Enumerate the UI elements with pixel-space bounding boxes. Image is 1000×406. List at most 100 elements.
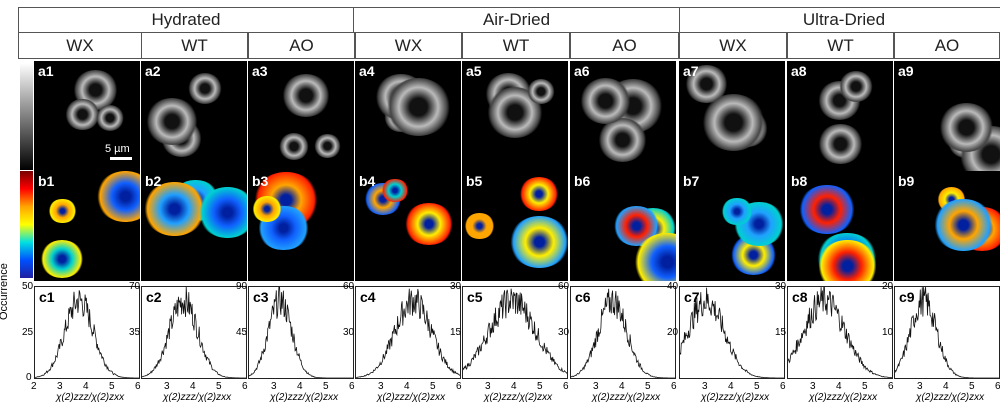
shg-image-panel: a8 [787,61,893,171]
cell-blob [579,77,631,124]
cell-map [463,213,495,240]
y-tick-label: 60 [343,281,355,292]
column-header-ao: AO [570,32,679,59]
x-axis-label: χ(2)zzz/χ(2)zxx [484,392,553,403]
column-header-wt: WT [141,32,248,59]
histogram-svg [142,286,246,379]
histogram-svg [34,290,139,379]
x-tick-label: 4 [297,381,303,392]
shg-image-panel: a1 [34,61,140,171]
ratio-map-panel: b1 [34,171,140,281]
cell-blob [188,72,223,104]
cell-map [252,195,283,222]
histogram-panel: c4 [355,286,461,379]
panel-label: a9 [898,63,914,79]
panel-label: a8 [791,63,807,79]
histogram-svg [462,288,568,374]
histogram-panel: c5 [462,286,568,379]
cell-map [797,185,856,234]
x-tick-label: 5 [862,381,868,392]
column-header-ao: AO [894,32,1000,59]
cell-blob [938,102,994,152]
x-tick-label: 2 [31,381,37,392]
y-tick-label: 50 [22,281,34,292]
color-colorbar [20,171,33,278]
x-axis-label: χ(2)zzz/χ(2)zxx [163,392,232,403]
cell-blob [598,117,648,163]
panel-label: b5 [466,173,483,189]
panel-label: c6 [575,289,591,305]
panel-label: b4 [359,173,376,189]
panel-label: b3 [252,173,269,189]
x-tick-label: 4 [83,381,89,392]
y-tick-label: 20 [882,281,894,292]
panel-label: c4 [360,289,376,305]
histogram-panel: c9 [894,286,1000,379]
y-tick-label: 15 [775,327,787,338]
panel-label: c9 [899,289,915,305]
histogram-series [142,286,246,379]
histogram-panel: c8 [787,286,893,379]
x-tick-label: 3 [917,381,923,392]
x-tick-label: 5 [645,381,651,392]
x-axis-label: χ(2)zzz/χ(2)zxx [809,392,878,403]
cell-map [932,198,995,251]
x-axis-label: χ(2)zzz/χ(2)zxx [701,392,770,403]
panel-label: a4 [359,63,375,79]
x-tick-label: 3 [164,381,170,392]
cell-map [197,187,247,238]
panel-label: b8 [791,173,808,189]
grayscale-colorbar [20,63,33,170]
cell-blob [282,74,330,117]
y-tick-label: 25 [22,327,34,338]
x-tick-label: 6 [242,381,248,392]
x-tick-label: 3 [593,381,599,392]
x-tick-label: 4 [404,381,410,392]
cell-blob [313,133,341,159]
histogram-panel: c2 [141,286,247,379]
histogram-series [679,287,784,379]
column-header-wx: WX [18,32,142,59]
scale-bar [110,157,132,160]
panel-label: a7 [683,63,699,79]
ratio-map-panel: b4 [355,171,461,281]
x-tick-label: 3 [485,381,491,392]
histogram-panel: c1 [34,286,140,379]
x-tick-label: 5 [323,381,329,392]
x-axis-label: χ(2)zzz/χ(2)zxx [592,392,661,403]
y-tick-label: 20 [667,327,679,338]
histogram-series [462,288,568,374]
y-tick-label: 70 [129,281,141,292]
histogram-svg [787,286,892,378]
cell-map [404,202,454,245]
cell-map [39,240,84,278]
y-tick-label: 40 [667,281,679,292]
panel-label: b6 [574,173,591,189]
panel-label: b7 [683,173,700,189]
panel-label: a5 [466,63,482,79]
cell-map [142,181,207,236]
cell-blob [95,105,124,131]
histogram-svg [570,288,675,379]
ratio-map-panel: b9 [894,171,1000,281]
panel-label: a2 [145,63,161,79]
y-tick-label: 30 [775,281,787,292]
ratio-map-panel: b7 [679,171,785,281]
column-header-wx: WX [679,32,787,59]
cell-blob [839,70,874,102]
histogram-panel: c6 [570,286,676,379]
group-header-hydrated: Hydrated [18,7,354,33]
cell-blob [817,123,863,165]
histogram-svg [679,287,784,379]
column-header-wx: WX [355,32,462,59]
column-header-ao: AO [248,32,355,59]
column-header-wt: WT [462,32,570,59]
cell-blob [279,132,309,160]
x-tick-label: 4 [728,381,734,392]
shg-image-panel: a4 [355,61,461,171]
x-tick-label: 4 [511,381,517,392]
x-tick-label: 5 [430,381,436,392]
x-tick-label: 6 [780,381,786,392]
panel-label: a3 [252,63,268,79]
y-tick-label: 15 [450,327,462,338]
